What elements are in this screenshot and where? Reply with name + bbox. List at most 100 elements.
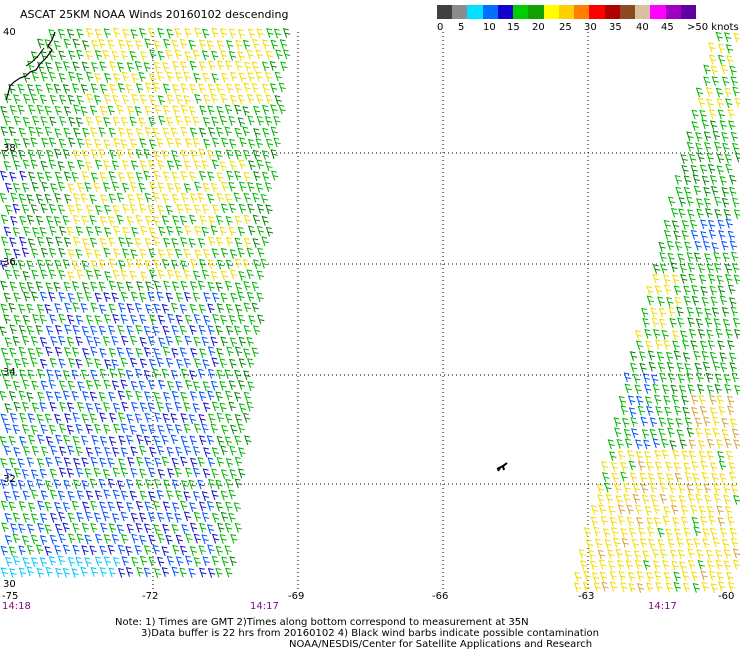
wind-barb [702, 527, 710, 538]
wind-barb [36, 458, 45, 468]
wind-barb [180, 192, 189, 203]
wind-barb [112, 467, 120, 478]
wind-barb [713, 263, 722, 273]
wind-barb [54, 346, 63, 357]
wind-barb [198, 501, 207, 512]
wind-barb [40, 446, 49, 457]
wind-barb [189, 435, 197, 446]
wind-barb [183, 511, 192, 522]
wind-barb [85, 402, 94, 413]
wind-barb [93, 467, 101, 478]
wind-barb [90, 302, 98, 313]
wind-barb [700, 286, 708, 297]
wind-barb [64, 324, 72, 335]
wind-barb [144, 391, 152, 402]
wind-barb [17, 458, 25, 469]
wind-barb [197, 238, 206, 248]
wind-barb [120, 490, 129, 501]
wind-barb [629, 351, 638, 361]
wind-barb [76, 269, 84, 280]
wind-barb [659, 372, 667, 383]
wind-barb [701, 350, 709, 361]
wind-barb [266, 28, 274, 38]
wind-barb [280, 61, 288, 72]
wind-barb [112, 269, 120, 280]
wind-barb [221, 556, 229, 567]
wind-barb [733, 32, 740, 43]
wind-barb [629, 472, 638, 482]
wind-barb [103, 534, 111, 544]
wind-barb [36, 236, 45, 247]
wind-barb [210, 271, 219, 281]
colorbar-swatch [635, 5, 651, 19]
wind-barb [215, 501, 223, 512]
wind-barb [162, 193, 170, 204]
wind-barb [197, 479, 205, 490]
wind-barb [98, 259, 107, 270]
wind-barb [225, 478, 233, 489]
wind-barb [17, 104, 25, 115]
wind-barb [120, 139, 128, 149]
wind-barb [642, 550, 650, 560]
wind-barb [135, 500, 144, 511]
wind-barb [189, 83, 197, 94]
wind-barb [718, 405, 726, 416]
wind-barb [278, 82, 286, 93]
wind-barb [162, 501, 171, 512]
wind-barb [103, 94, 112, 105]
wind-barb [153, 150, 161, 161]
wind-barb [131, 556, 139, 567]
wind-barb [615, 548, 623, 559]
wind-barb [75, 117, 84, 128]
wind-barb [109, 61, 117, 71]
wind-barb [136, 456, 144, 467]
wind-barb [225, 501, 233, 512]
wind-barb [202, 402, 211, 413]
wind-barb [154, 104, 162, 115]
wind-barb [108, 567, 116, 578]
wind-barb [712, 416, 720, 427]
wind-barb [107, 544, 115, 555]
wind-barb [260, 258, 268, 269]
wind-barb [681, 164, 689, 175]
wind-barb [202, 556, 210, 567]
wind-barb [95, 205, 103, 216]
wind-barb [82, 40, 90, 50]
wind-barb [98, 127, 106, 137]
wind-barb [39, 402, 47, 412]
wind-barb [216, 412, 224, 423]
wind-barb [693, 350, 701, 361]
wind-barb [50, 512, 58, 523]
wind-barb [179, 347, 187, 358]
wind-barb [129, 50, 137, 61]
wind-barb [22, 557, 30, 567]
wind-barb [225, 303, 234, 314]
wind-barb [113, 137, 121, 148]
wind-barb [149, 49, 157, 60]
wind-barb [8, 302, 16, 313]
wind-barb [243, 348, 251, 359]
wind-barb [82, 391, 90, 401]
colorbar-label: 30 [584, 22, 597, 33]
wind-barb [681, 395, 689, 406]
wind-barb [12, 269, 21, 280]
wind-barb [717, 340, 725, 351]
wind-barb [703, 76, 711, 87]
wind-barb [208, 60, 216, 71]
wind-barb [13, 314, 21, 325]
wind-barb [35, 347, 43, 358]
wind-barb [216, 347, 224, 358]
wind-barb [206, 40, 214, 50]
wind-barb [171, 171, 179, 182]
wind-barb [221, 424, 229, 435]
wind-barb [659, 493, 668, 504]
wind-barb [651, 374, 659, 385]
wind-barb [731, 428, 740, 439]
wind-barb [125, 281, 133, 292]
wind-barb [639, 538, 648, 548]
wind-barb [166, 446, 174, 457]
wind-barb [189, 502, 197, 513]
wind-barb [242, 39, 251, 50]
wind-barb [175, 71, 183, 82]
wind-barb [607, 439, 615, 450]
